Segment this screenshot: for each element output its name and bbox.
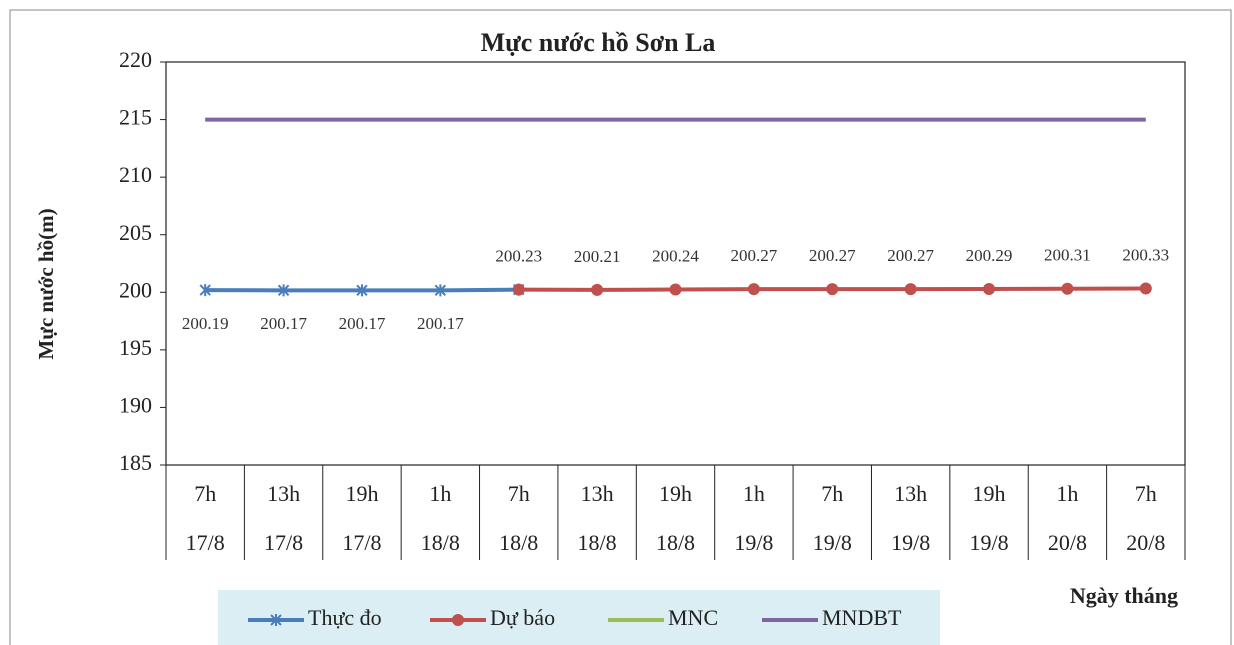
data-label: 200.17	[339, 314, 386, 333]
legend-marker	[452, 614, 464, 626]
data-label: 200.33	[1122, 245, 1169, 264]
data-point	[591, 283, 604, 296]
x-tick-label: 20/8	[1126, 530, 1165, 555]
data-point	[1061, 282, 1074, 295]
x-tick-label: 1h	[429, 481, 451, 506]
y-tick-label: 200	[119, 277, 152, 302]
y-tick-label: 210	[119, 162, 152, 187]
data-label: 200.19	[182, 314, 229, 333]
x-tick-label: 18/8	[578, 530, 617, 555]
data-point	[904, 283, 917, 296]
data-label: 200.27	[809, 246, 856, 265]
x-tick-label: 18/8	[656, 530, 695, 555]
x-tick-label: 19h	[973, 481, 1006, 506]
x-tick-label: 7h	[508, 481, 530, 506]
data-point	[277, 284, 290, 297]
x-tick-label: 13h	[267, 481, 300, 506]
x-tick-label: 7h	[194, 481, 216, 506]
x-tick-label: 17/8	[342, 530, 381, 555]
data-point	[356, 284, 368, 297]
x-tick-label: 13h	[894, 481, 927, 506]
legend-marker	[270, 614, 282, 626]
legend-label: Dự báo	[490, 605, 555, 630]
chart-border	[9, 9, 1232, 645]
y-axis-label: Mực nước hồ(m)	[34, 208, 58, 359]
x-tick-label: 19/8	[891, 530, 930, 555]
y-tick-label: 190	[119, 392, 152, 417]
data-label: 200.21	[574, 247, 621, 266]
x-tick-label: 17/8	[264, 530, 303, 555]
x-tick-label: 7h	[1135, 481, 1157, 506]
x-tick-label: 20/8	[1048, 530, 1087, 555]
x-tick-label: 18/8	[499, 530, 538, 555]
data-point	[826, 283, 839, 296]
data-label: 200.17	[260, 314, 307, 333]
y-tick-label: 205	[119, 220, 152, 245]
x-tick-label: 19/8	[969, 530, 1008, 555]
data-point	[512, 283, 525, 296]
data-label: 200.27	[731, 246, 778, 265]
data-label: 200.27	[887, 246, 934, 265]
x-tick-label: 1h	[743, 481, 765, 506]
x-tick-label: 13h	[581, 481, 614, 506]
data-label: 200.23	[495, 247, 542, 266]
x-tick-label: 19/8	[734, 530, 773, 555]
data-label: 200.24	[652, 246, 699, 265]
y-tick-label: 215	[119, 105, 152, 130]
x-tick-label: 17/8	[186, 530, 225, 555]
data-label: 200.31	[1044, 246, 1091, 265]
x-axis-label: Ngày tháng	[1070, 583, 1178, 608]
data-label: 200.29	[966, 246, 1013, 265]
legend-label: MNDBT	[822, 605, 902, 630]
legend-label: Thực đo	[308, 605, 382, 630]
chart-title: Mực nước hồ Sơn La	[481, 28, 716, 57]
legend-box	[218, 590, 940, 645]
x-tick-label: 1h	[1056, 481, 1078, 506]
x-tick-label: 19/8	[813, 530, 852, 555]
x-tick-label: 18/8	[421, 530, 460, 555]
data-point	[434, 284, 447, 297]
data-point	[669, 283, 682, 296]
x-tick-label: 19h	[659, 481, 692, 506]
y-tick-label: 185	[119, 450, 152, 475]
x-tick-label: 7h	[821, 481, 843, 506]
data-point	[199, 284, 211, 297]
data-point	[983, 282, 996, 295]
y-tick-label: 195	[119, 335, 152, 360]
y-tick-label: 220	[119, 47, 152, 72]
plot-area	[165, 61, 1186, 466]
data-label: 200.17	[417, 314, 464, 333]
legend-label: MNC	[668, 605, 718, 630]
x-tick-label: 19h	[345, 481, 378, 506]
data-point	[1139, 282, 1152, 295]
data-point	[747, 283, 760, 296]
